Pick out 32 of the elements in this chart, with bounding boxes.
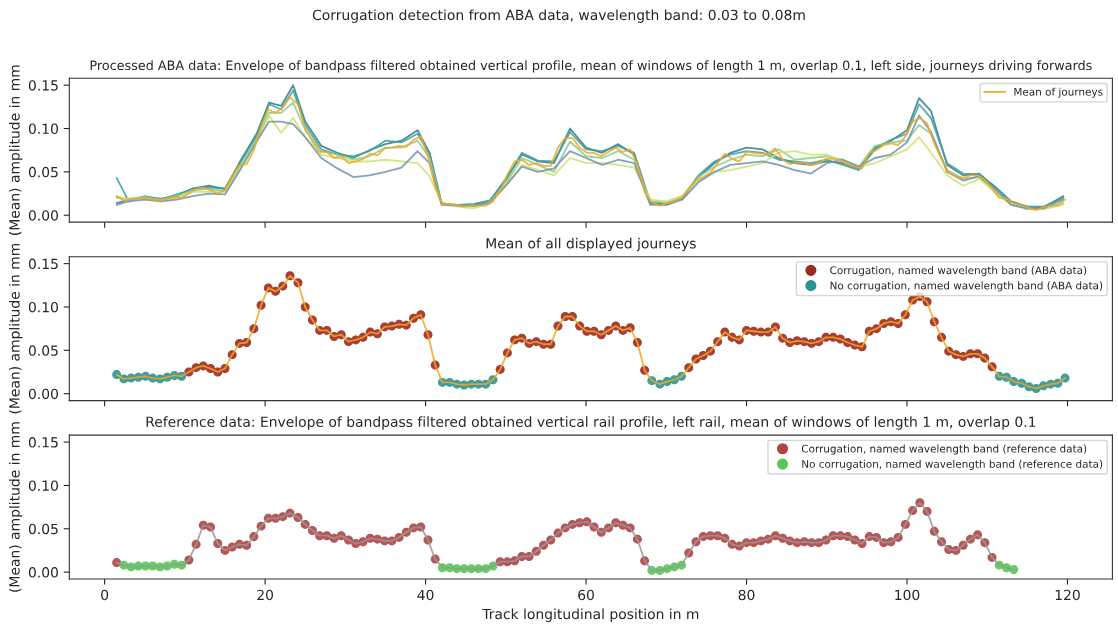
x-tick-label: 120 xyxy=(1055,589,1080,601)
y-tick-label: 0.10 xyxy=(28,123,58,135)
y-tick-label: 0.15 xyxy=(28,80,58,91)
chart-title: Mean of all displayed journeys xyxy=(486,237,696,252)
x-tick-label: 0 xyxy=(101,589,109,601)
legend-label: Corrugation, named wavelength band (reference data) xyxy=(801,444,1087,455)
chart-title: Reference data: Envelope of bandpass filtered obtained vertical rail profile, left rail, mean of windows of length 1 m, overlap 0.1 xyxy=(146,416,1036,430)
x-tick-label: 80 xyxy=(738,589,755,601)
legend-label: No corrugation, named wavelength band (ABA data) xyxy=(830,281,1103,292)
y-tick-label: 0.15 xyxy=(28,437,58,448)
legend-label: Mean of journeys xyxy=(1014,87,1103,98)
x-tick-label: 60 xyxy=(578,589,594,601)
chart-title: Corrugation detection from ABA data, wavelength band: 0.03 to 0.08m xyxy=(312,9,805,23)
legend-label: Corrugation, named wavelength band (ABA data) xyxy=(830,266,1087,277)
y-tick-label: 0.05 xyxy=(28,345,58,356)
y-tick-label: 0.00 xyxy=(28,388,58,400)
legend-label: No corrugation, named wavelength band (reference data) xyxy=(802,459,1103,470)
chart-subtitle: Processed ABA data: Envelope of bandpass filtered obtained vertical profile, mean of windows of length 1 m, overlap 0.1, left side, journeys driving forwards xyxy=(90,60,1092,73)
x-axis-title: Track longitudinal position in m xyxy=(482,608,699,622)
y-tick-label: 0.05 xyxy=(28,166,58,178)
x-tick-label: 100 xyxy=(895,589,920,601)
y-tick-label: 0.15 xyxy=(28,258,58,270)
y-axis-title: (Mean) amplitude in mm xyxy=(8,243,23,414)
y-tick-label: 0.00 xyxy=(28,210,58,221)
y-tick-label: 0.00 xyxy=(28,567,58,578)
y-tick-label: 0.05 xyxy=(28,523,58,535)
y-axis-title: (Mean) amplitude in mm xyxy=(8,65,23,235)
y-axis-title: (Mean) amplitude in mm xyxy=(8,422,23,592)
y-tick-label: 0.10 xyxy=(28,480,58,491)
x-tick-label: 20 xyxy=(257,589,274,601)
y-tick-label: 0.10 xyxy=(28,301,58,313)
x-tick-label: 40 xyxy=(417,589,434,601)
